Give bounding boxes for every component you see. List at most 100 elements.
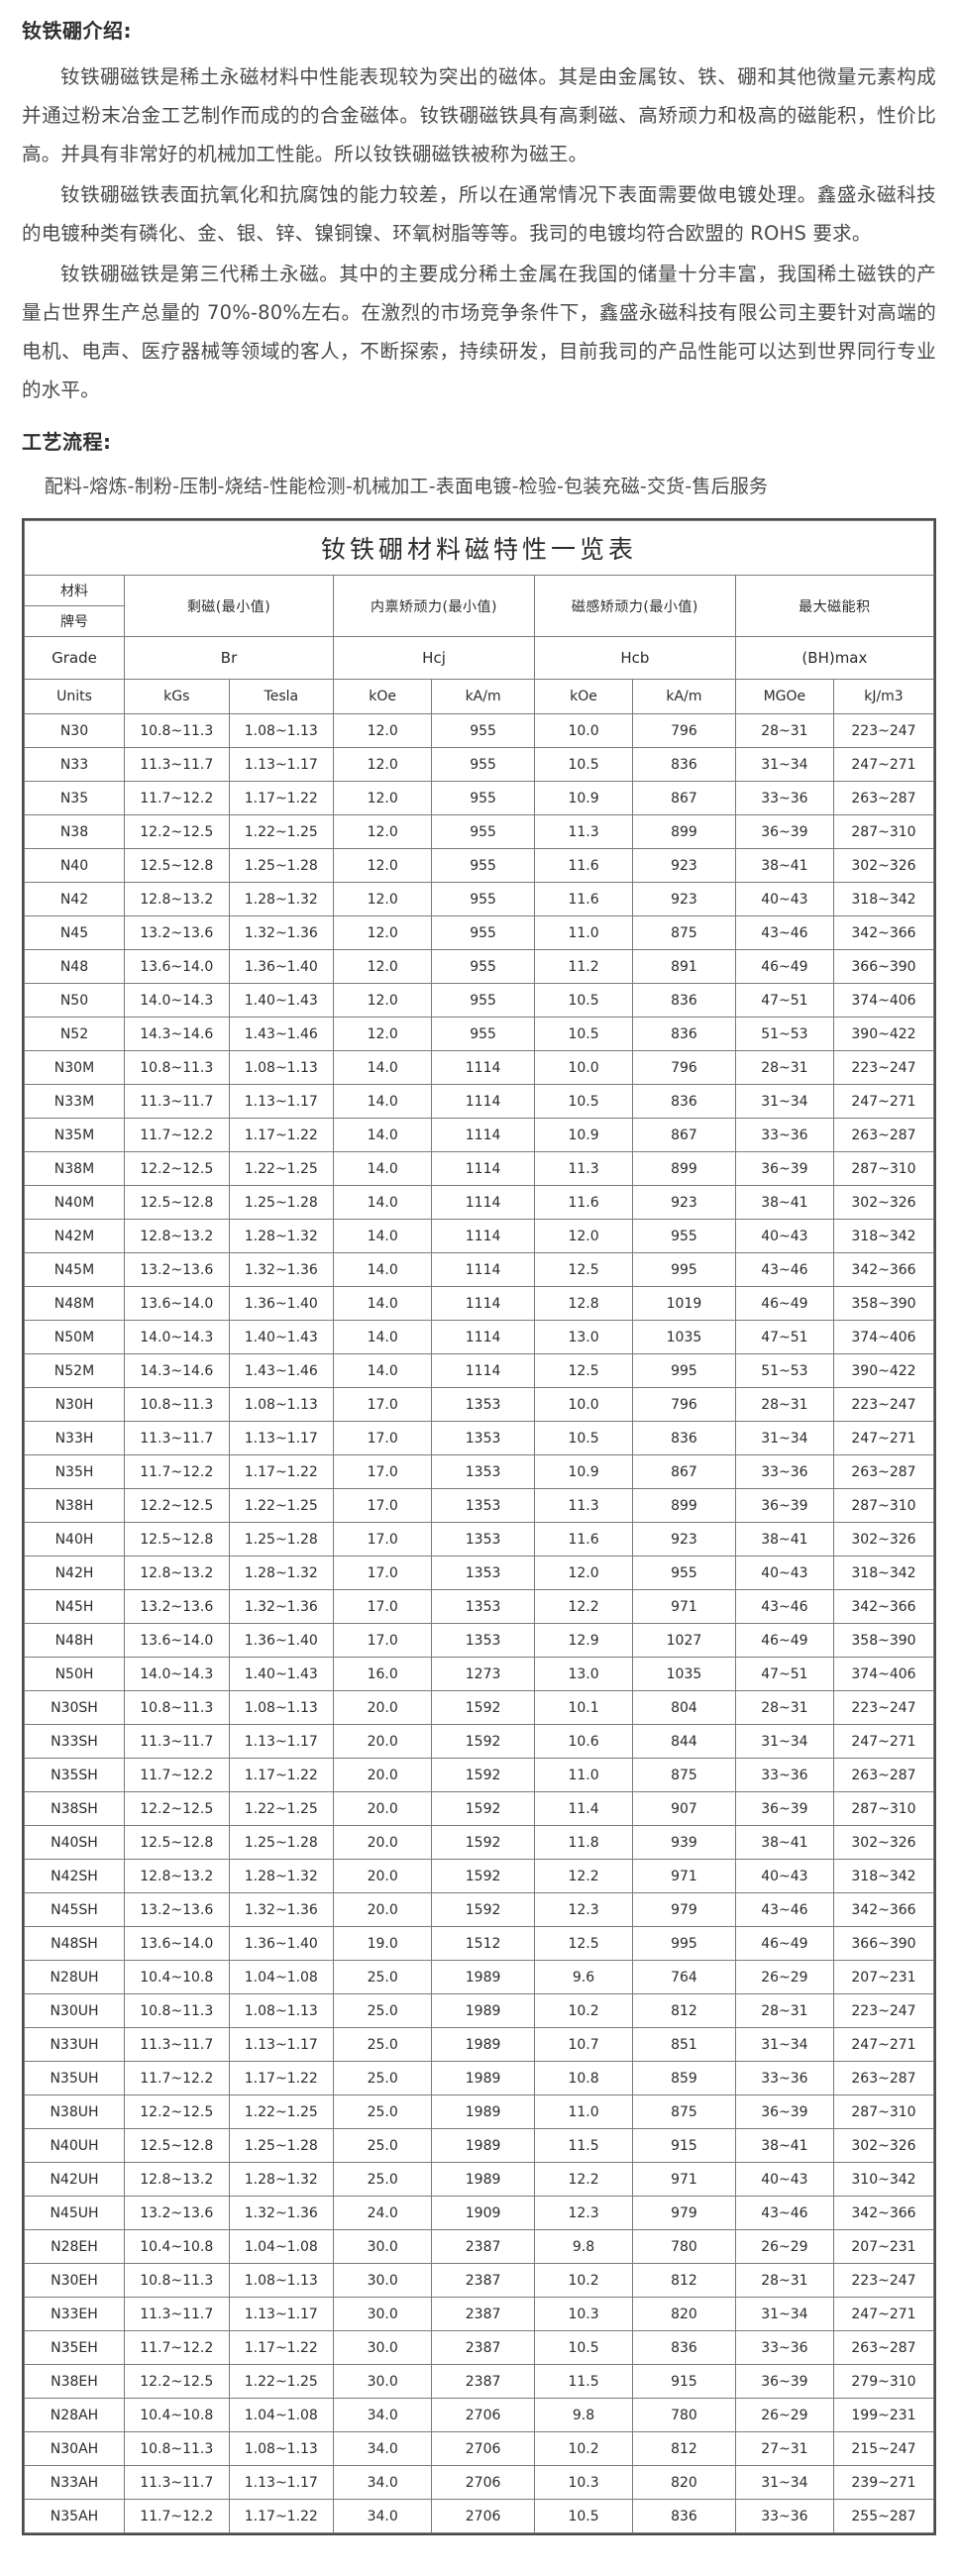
intro-paragraph-1: 钕铁硼磁铁是稀土永磁材料中性能表现较为突出的磁体。其是由金属钕、铁、硼和其他微量… — [22, 65, 936, 165]
value-cell: 30.0 — [333, 2330, 433, 2365]
units-br-kgs: kGs — [123, 679, 230, 714]
value-cell: 10.8~11.3 — [123, 2431, 230, 2466]
value-cell: 207~231 — [832, 2229, 935, 2264]
value-cell: 287~310 — [832, 814, 935, 849]
table-row: N38EH 12.2~12.5 1.22~1.25 30.0 2387 11.5 915 36… — [24, 2364, 935, 2399]
value-cell: 1989 — [431, 2162, 535, 2197]
value-cell: 1.08~1.13 — [228, 1050, 335, 1085]
value-cell: 2706 — [431, 2465, 535, 2500]
value-cell: 1.36~1.40 — [228, 1286, 335, 1321]
value-cell: 20.0 — [333, 1724, 433, 1759]
value-cell: 12.0 — [533, 1219, 634, 1253]
value-cell: 11.3~11.7 — [123, 2297, 230, 2331]
table-row: N35SH 11.7~12.2 1.17~1.22 20.0 1592 11.0 875 33… — [24, 1758, 935, 1792]
value-cell: 239~271 — [832, 2465, 935, 2500]
value-cell: 263~287 — [832, 1758, 935, 1792]
value-cell: 11.7~12.2 — [123, 2330, 230, 2365]
grade-cell: N30SH — [24, 1690, 125, 1725]
value-cell: 33~36 — [734, 1454, 834, 1489]
grade-cell: N50H — [24, 1657, 125, 1691]
value-cell: 971 — [632, 2162, 736, 2197]
grade-cell: N48M — [24, 1286, 125, 1321]
value-cell: 1.13~1.17 — [228, 2027, 335, 2062]
value-cell: 11.0 — [533, 915, 634, 950]
value-cell: 1909 — [431, 2196, 535, 2230]
value-cell: 38~41 — [734, 1825, 834, 1860]
value-cell: 10.0 — [533, 713, 634, 748]
symbol-grade: Grade — [24, 636, 125, 680]
units-br-tesla: Tesla — [228, 679, 335, 714]
value-cell: 14.0 — [333, 1185, 433, 1220]
value-cell: 11.8 — [533, 1825, 634, 1860]
table-row: N40UH 12.5~12.8 1.25~1.28 25.0 1989 11.5 915 38… — [24, 2128, 935, 2163]
value-cell: 14.3~14.6 — [123, 1017, 230, 1051]
grade-cell: N33EH — [24, 2297, 125, 2331]
grade-cell: N42UH — [24, 2162, 125, 2197]
value-cell: 14.0 — [333, 1219, 433, 1253]
value-cell: 1114 — [431, 1118, 535, 1152]
table-row: N45 13.2~13.6 1.32~1.36 12.0 955 11.0 875 43~46… — [24, 915, 935, 950]
value-cell: 20.0 — [333, 1791, 433, 1826]
value-cell: 13.6~14.0 — [123, 1926, 230, 1961]
value-cell: 207~231 — [832, 1960, 935, 1994]
value-cell: 46~49 — [734, 949, 834, 984]
value-cell: 25.0 — [333, 2128, 433, 2163]
grade-cell: N30AH — [24, 2431, 125, 2466]
value-cell: 867 — [632, 781, 736, 815]
process-heading: 工艺流程: — [22, 430, 112, 454]
value-cell: 17.0 — [333, 1623, 433, 1658]
value-cell: 310~342 — [832, 2162, 935, 2197]
value-cell: 46~49 — [734, 1286, 834, 1321]
value-cell: 820 — [632, 2465, 736, 2500]
grade-cell: N52M — [24, 1353, 125, 1388]
value-cell: 16.0 — [333, 1657, 433, 1691]
value-cell: 1019 — [632, 1286, 736, 1321]
value-cell: 17.0 — [333, 1421, 433, 1455]
value-cell: 287~310 — [832, 1488, 935, 1523]
value-cell: 38~41 — [734, 2128, 834, 2163]
value-cell: 907 — [632, 1791, 736, 1826]
value-cell: 1.32~1.36 — [228, 1252, 335, 1287]
value-cell: 374~406 — [832, 983, 935, 1018]
value-cell: 14.0 — [333, 1252, 433, 1287]
grade-cell: N30H — [24, 1387, 125, 1422]
table-row: N33SH 11.3~11.7 1.13~1.17 20.0 1592 10.6 844 31… — [24, 1724, 935, 1759]
value-cell: 10.8~11.3 — [123, 1993, 230, 2028]
value-cell: 1.13~1.17 — [228, 1084, 335, 1119]
value-cell: 342~366 — [832, 1252, 935, 1287]
value-cell: 9.8 — [533, 2398, 634, 2432]
value-cell: 1.17~1.22 — [228, 2061, 335, 2095]
table-row: N30EH 10.8~11.3 1.08~1.13 30.0 2387 10.2 812 28… — [24, 2263, 935, 2298]
value-cell: 10.6 — [533, 1724, 634, 1759]
grade-cell: N35 — [24, 781, 125, 815]
grade-cell: N45H — [24, 1589, 125, 1624]
table-row: N40 12.5~12.8 1.25~1.28 12.0 955 11.6 923 38~41… — [24, 848, 935, 883]
value-cell: 915 — [632, 2364, 736, 2399]
value-cell: 1114 — [431, 1084, 535, 1119]
value-cell: 223~247 — [832, 1690, 935, 1725]
table-row: N30AH 10.8~11.3 1.08~1.13 34.0 2706 10.2 812 27… — [24, 2431, 935, 2466]
grade-cell: N35EH — [24, 2330, 125, 2365]
grade-cell: N35AH — [24, 2499, 125, 2533]
table-row: N40M 12.5~12.8 1.25~1.28 14.0 1114 11.6 923 38~… — [24, 1185, 935, 1220]
value-cell: 36~39 — [734, 1151, 834, 1186]
value-cell: 263~287 — [832, 781, 935, 815]
table-title-row: 钕铁硼材料磁特性一览表 — [24, 520, 934, 576]
value-cell: 820 — [632, 2297, 736, 2331]
value-cell: 1.25~1.28 — [228, 1522, 335, 1556]
units-label: Units — [24, 679, 125, 714]
value-cell: 12.5~12.8 — [123, 1825, 230, 1860]
value-cell: 12.2~12.5 — [123, 1151, 230, 1186]
value-cell: 28~31 — [734, 1387, 834, 1422]
value-cell: 10.8~11.3 — [123, 2263, 230, 2298]
value-cell: 43~46 — [734, 1892, 834, 1927]
value-cell: 215~247 — [832, 2431, 935, 2466]
value-cell: 25.0 — [333, 2162, 433, 2197]
value-cell: 12.5~12.8 — [123, 1522, 230, 1556]
value-cell: 1989 — [431, 1993, 535, 2028]
value-cell: 995 — [632, 1252, 736, 1287]
value-cell: 20.0 — [333, 1825, 433, 1860]
value-cell: 342~366 — [832, 1892, 935, 1927]
table-row: N33 11.3~11.7 1.13~1.17 12.0 955 10.5 836 31~34… — [24, 747, 935, 782]
value-cell: 1027 — [632, 1623, 736, 1658]
